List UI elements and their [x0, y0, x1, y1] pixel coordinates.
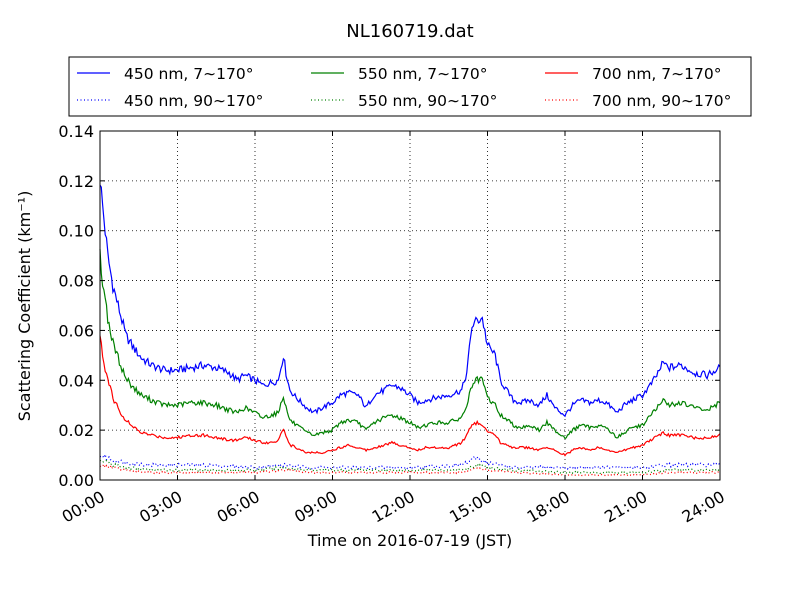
plot-frame [100, 131, 720, 480]
y-tick-label: 0.08 [58, 272, 94, 291]
legend: 450 nm, 7∼170° 550 nm, 7∼170° 700 nm, 7∼17… [68, 56, 752, 117]
x-tick-label: 24:00 [679, 487, 728, 527]
series-line-1 [99, 184, 721, 418]
y-axis-label: Scattering Coefficient (km⁻¹) [15, 191, 34, 422]
plot-area: 00:00 03:00 06:00 09:00 12:00 15:00 18:00 21:00… [58, 122, 728, 527]
y-tick-label: 0.06 [58, 321, 94, 340]
y-tick-label: 0.12 [58, 172, 94, 191]
x-tick-label: 18:00 [524, 487, 573, 527]
series-layer [99, 184, 721, 477]
legend-label-1: 450 nm, 7∼170° [124, 65, 253, 83]
legend-label-5: 700 nm, 7∼170° [592, 65, 721, 83]
x-tick-label: 03:00 [136, 487, 185, 527]
series-line-6 [99, 462, 721, 477]
x-axis-label: Time on 2016-07-19 (JST) [307, 531, 512, 550]
series-line-3 [99, 249, 721, 440]
legend-label-3: 550 nm, 7∼170° [358, 65, 487, 83]
legend-label-6: 700 nm, 90∼170° [592, 92, 731, 110]
y-tick-label: 0.04 [58, 371, 94, 390]
chart-title: NL160719.dat [346, 21, 473, 42]
y-tick-label: 0.00 [58, 471, 94, 490]
x-tick-label: 06:00 [214, 487, 263, 527]
x-tick-label: 21:00 [601, 487, 650, 527]
series-line-5 [99, 335, 721, 457]
legend-frame [68, 56, 752, 117]
grid [100, 131, 720, 480]
legend-label-4: 550 nm, 90∼170° [358, 92, 497, 110]
y-tick-label: 0.10 [58, 222, 94, 241]
x-tick-label: 00:00 [59, 487, 108, 527]
x-tick-label: 15:00 [446, 487, 495, 527]
legend-label-2: 450 nm, 90∼170° [124, 92, 263, 110]
y-tick-label: 0.02 [58, 421, 94, 440]
y-tick-label: 0.14 [58, 122, 94, 141]
series-line-2 [99, 452, 721, 471]
x-tick-label: 09:00 [291, 487, 340, 527]
x-tick-label: 12:00 [369, 487, 418, 527]
